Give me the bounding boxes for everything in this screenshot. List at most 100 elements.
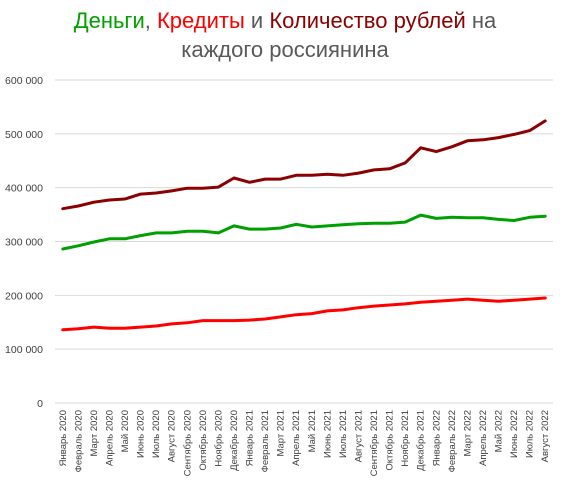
x-tick-label: Май 2022 (494, 410, 505, 452)
data-point (544, 119, 547, 123)
series-line-2 (61, 213, 547, 251)
data-point (512, 133, 516, 136)
data-point (248, 181, 251, 184)
data-point (263, 177, 267, 181)
x-tick-label: Март 2022 (462, 410, 473, 457)
title-separator-3: на (465, 8, 497, 33)
data-point (108, 198, 111, 202)
x-tick-label: Июнь 2020 (136, 410, 147, 458)
data-point (139, 192, 142, 196)
data-point (154, 231, 158, 235)
data-point (295, 313, 298, 316)
data-point (403, 161, 407, 165)
data-point (92, 201, 96, 204)
data-point (154, 191, 158, 195)
x-tick-label: Декабрь 2021 (416, 410, 427, 471)
y-tick-label: 500 000 (5, 129, 43, 141)
title-separator-2: и (244, 8, 270, 33)
y-tick-label: 300 000 (5, 237, 43, 249)
x-tick-label: Июнь 2022 (509, 410, 520, 458)
data-point (497, 300, 500, 303)
data-point (466, 297, 469, 301)
title-separator-1: , (144, 8, 157, 33)
data-point (279, 177, 282, 181)
data-point (310, 174, 313, 177)
x-tick-label: Январь 2021 (245, 410, 256, 466)
data-point (279, 226, 282, 230)
data-point (92, 325, 96, 329)
data-point (123, 326, 127, 330)
data-point (295, 174, 298, 177)
data-point (92, 240, 96, 244)
x-tick-label: Апрель 2020 (104, 410, 115, 466)
x-tick-label: Сентябрь 2020 (182, 410, 193, 476)
data-point (372, 221, 376, 225)
data-point (326, 173, 329, 176)
x-tick-label: Июль 2022 (525, 410, 536, 458)
chart-title: Деньги, Кредиты и Количество рублей на к… (0, 6, 570, 64)
data-point (450, 298, 454, 302)
data-point (170, 322, 173, 326)
data-point (232, 224, 236, 228)
data-point (450, 145, 454, 148)
data-point (403, 302, 407, 306)
data-point (263, 317, 267, 321)
data-point (450, 216, 454, 219)
data-point (357, 171, 360, 175)
data-point (528, 129, 531, 132)
data-point (512, 219, 516, 222)
data-point (466, 216, 469, 220)
y-tick-label: 200 000 (5, 290, 43, 302)
data-point (388, 303, 391, 307)
data-point (139, 234, 142, 237)
data-point (310, 312, 313, 315)
data-point (170, 231, 173, 235)
data-point (341, 174, 345, 177)
x-tick-label: Сентябрь 2021 (369, 410, 380, 476)
x-tick-label: Декабрь 2020 (229, 410, 240, 471)
data-point (512, 298, 516, 302)
data-point (123, 197, 127, 201)
x-tick-label: Февраль 2022 (447, 410, 458, 472)
series-lines (61, 119, 547, 332)
x-tick-label: Январь 2022 (431, 410, 442, 466)
data-point (186, 230, 189, 233)
data-point (388, 167, 391, 171)
x-tick-label: Январь 2020 (58, 410, 69, 466)
x-tick-label: Апрель 2021 (291, 410, 302, 466)
y-tick-label: 0 (37, 398, 43, 410)
data-point (341, 223, 345, 227)
data-point (403, 220, 407, 224)
x-tick-label: Февраль 2021 (260, 410, 271, 472)
data-point (201, 187, 205, 190)
x-tick-label: Август 2022 (540, 410, 551, 462)
x-tick-label: Ноябрь 2021 (400, 410, 411, 467)
data-point (357, 222, 360, 225)
x-axis: Январь 2020 Февраль 2020 Март 2020 Апрель 2… (58, 410, 551, 476)
x-tick-label: Май 2020 (120, 410, 131, 452)
data-point (435, 150, 438, 153)
data-point (248, 318, 251, 322)
x-tick-label: Август 2021 (353, 410, 364, 462)
data-point (263, 227, 267, 231)
data-point (186, 321, 189, 324)
x-tick-label: Март 2020 (89, 410, 100, 457)
title-money: Деньги (73, 8, 145, 33)
data-point (419, 146, 422, 150)
data-point (108, 237, 111, 241)
gridlines (55, 79, 553, 404)
x-tick-label: Апрель 2022 (478, 410, 489, 466)
data-point (232, 319, 236, 322)
data-point (77, 327, 80, 330)
x-tick-label: Август 2020 (167, 410, 178, 462)
chart-title-line2: каждого россиянина (181, 37, 389, 62)
data-point (217, 319, 220, 322)
data-point (77, 204, 80, 208)
x-tick-label: Июль 2020 (151, 410, 162, 458)
x-tick-label: Март 2021 (276, 410, 287, 457)
series-line-1 (61, 119, 547, 211)
data-point (186, 187, 189, 190)
data-point (77, 244, 80, 248)
x-tick-label: Май 2021 (307, 410, 318, 452)
